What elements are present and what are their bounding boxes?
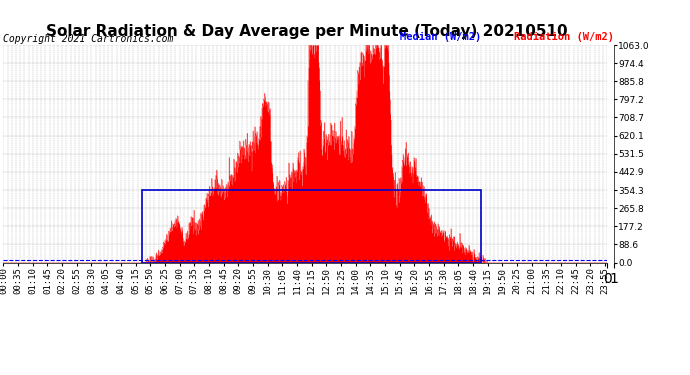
Bar	[142, 190, 482, 262]
Text: Copyright 2021 Cartronics.com: Copyright 2021 Cartronics.com	[3, 34, 174, 44]
Text: Radiation (W/m2): Radiation (W/m2)	[514, 32, 614, 42]
Text: Solar Radiation & Day Average per Minute (Today) 20210510: Solar Radiation & Day Average per Minute…	[46, 24, 568, 39]
Text: Median (W/m2): Median (W/m2)	[400, 32, 482, 42]
